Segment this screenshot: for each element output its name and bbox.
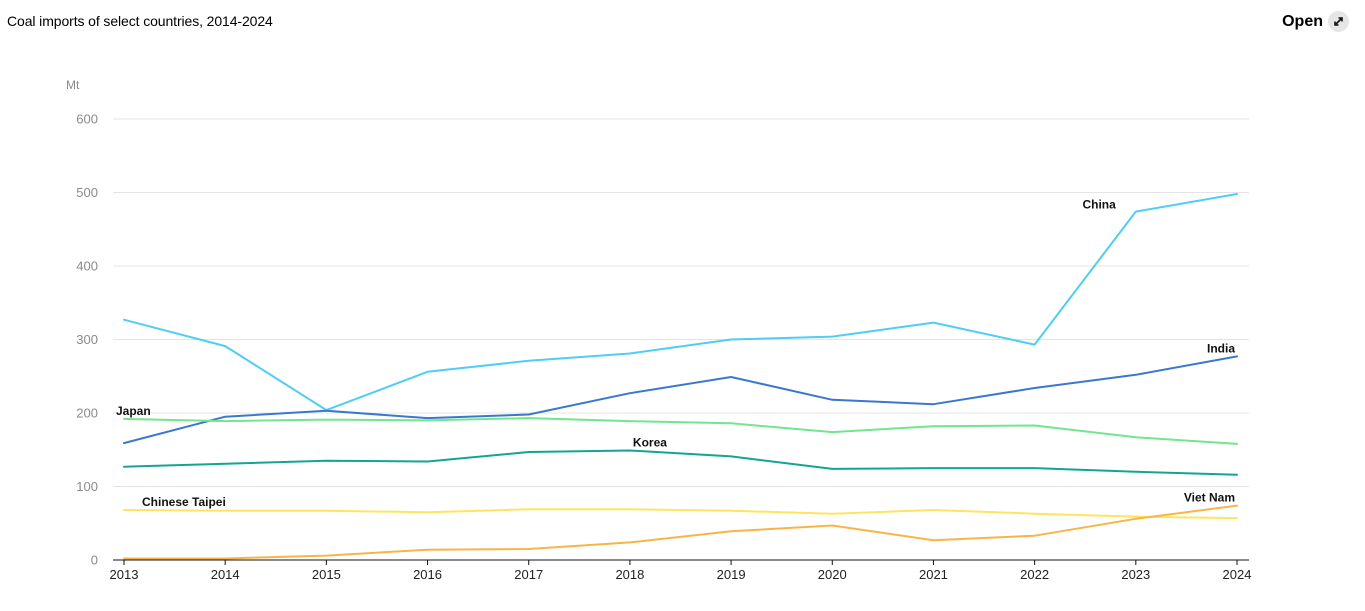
x-tick-label: 2021 [919,567,948,582]
series-labels: China India Japan Korea Chinese Taipei Viet N… [116,198,1235,509]
gridlines [113,118,1249,487]
series-lines [123,193,1238,560]
series-label-india: India [1207,341,1235,355]
x-tick-label: 2023 [1121,567,1150,582]
x-tick-label: 2014 [211,567,240,582]
y-tick-label: 0 [91,553,98,568]
y-tick-label: 100 [76,479,98,494]
x-tick-label: 2020 [818,567,847,582]
open-button-label: Open [1282,12,1323,30]
chart-title: Coal imports of select countries, 2014-2… [7,13,273,29]
x-tick-label: 2013 [110,567,139,582]
x-tick-label: 2017 [514,567,543,582]
x-axis: 2013 2014 2015 2016 2017 2018 2019 2020 2021 2022… [110,559,1252,582]
series-label-china: China [1082,198,1116,212]
y-axis: Mt 0 100 200 300 400 500 600 [66,78,98,568]
series-line-viet-nam [123,504,1238,560]
series-line-india [123,355,1238,445]
series-line-japan [123,417,1238,445]
y-tick-label: 600 [76,112,98,127]
series-label-viet-nam: Viet Nam [1184,491,1235,505]
x-tick-label: 2024 [1223,567,1252,582]
y-axis-unit: Mt [66,78,80,92]
series-line-china [123,193,1238,412]
x-tick-label: 2018 [615,567,644,582]
open-button[interactable]: Open [1282,11,1349,32]
x-tick-label: 2022 [1020,567,1049,582]
series-label-japan: Japan [116,404,151,418]
y-tick-label: 200 [76,406,98,421]
series-line-korea [123,449,1238,476]
x-tick-label: 2015 [312,567,341,582]
series-label-chinese-taipei: Chinese Taipei [142,495,226,509]
expand-icon[interactable] [1328,11,1349,32]
series-label-korea: Korea [633,435,667,449]
y-tick-label: 500 [76,185,98,200]
y-tick-label: 300 [76,332,98,347]
x-tick-label: 2019 [717,567,746,582]
series-line-chinese-taipei [123,508,1238,520]
y-tick-label: 400 [76,259,98,274]
x-tick-label: 2016 [413,567,442,582]
